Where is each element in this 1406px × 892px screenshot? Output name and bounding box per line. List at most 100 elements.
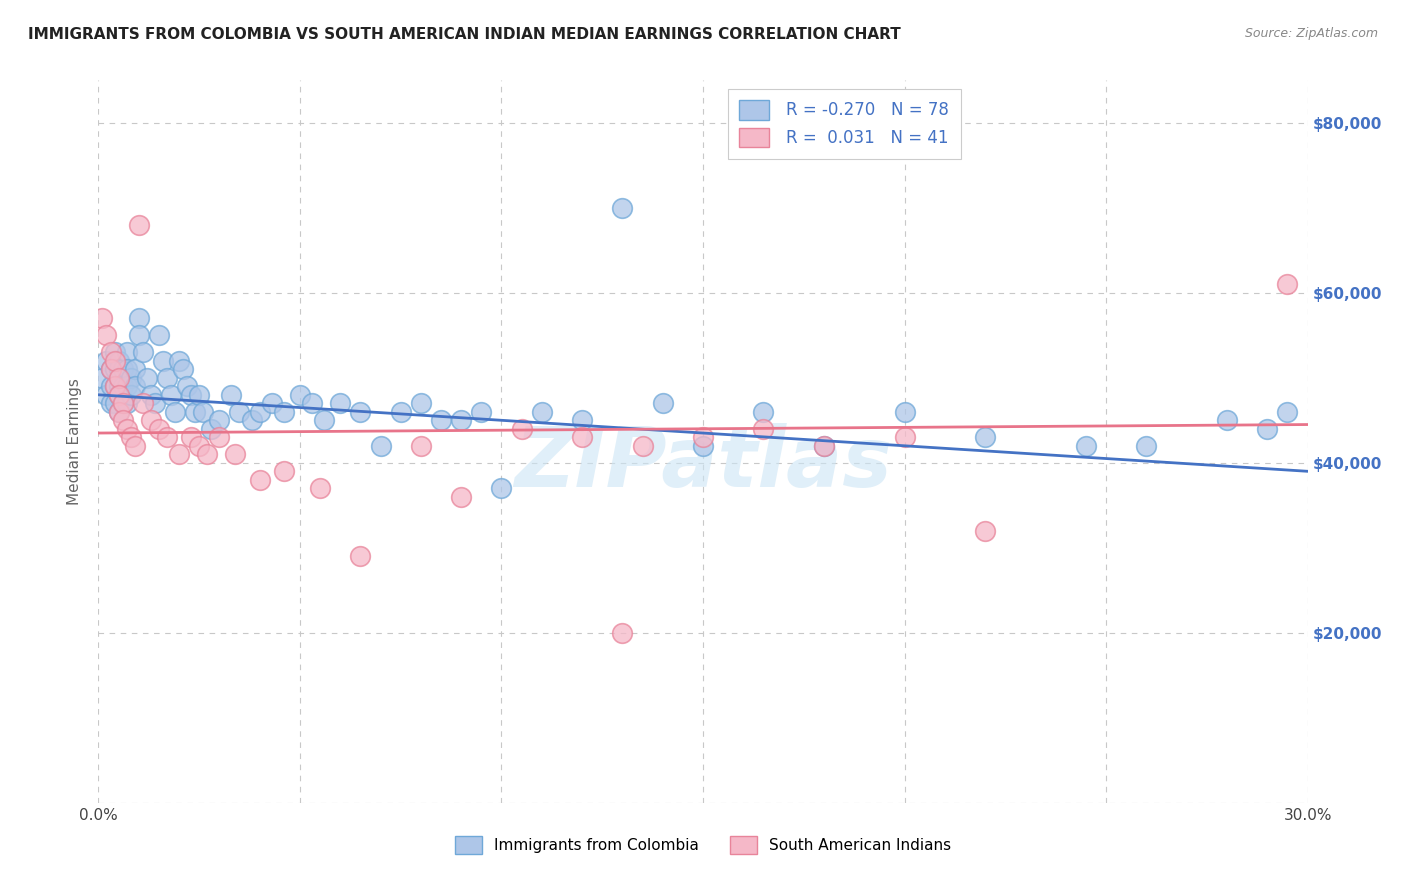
Point	[111, 379, 134, 393]
Point	[813, 439, 835, 453]
Point	[571, 430, 593, 444]
Point	[195, 447, 218, 461]
Text: ZIPatlas: ZIPatlas	[515, 423, 891, 504]
Point	[132, 396, 155, 410]
Point	[96, 328, 118, 343]
Point	[221, 388, 243, 402]
Point	[103, 396, 125, 410]
Text: Source: ZipAtlas.com: Source: ZipAtlas.com	[1244, 27, 1378, 40]
Point	[148, 328, 170, 343]
Point	[107, 388, 129, 402]
Point	[132, 345, 155, 359]
Point	[309, 481, 332, 495]
Point	[193, 405, 215, 419]
Point	[139, 413, 162, 427]
Point	[188, 388, 211, 402]
Point	[107, 388, 129, 402]
Point	[651, 396, 673, 410]
Point	[120, 388, 142, 402]
Point	[409, 439, 432, 453]
Point	[107, 405, 129, 419]
Point	[103, 353, 125, 368]
Point	[301, 396, 323, 410]
Point	[103, 379, 125, 393]
Point	[240, 413, 263, 427]
Point	[188, 439, 211, 453]
Point	[163, 405, 186, 419]
Point	[128, 328, 150, 343]
Point	[111, 362, 134, 376]
Point	[692, 430, 714, 444]
Legend: Immigrants from Colombia, South American Indians: Immigrants from Colombia, South American…	[449, 830, 957, 860]
Point	[974, 524, 997, 538]
Point	[752, 422, 775, 436]
Point	[100, 362, 122, 376]
Point	[1074, 439, 1097, 453]
Point	[692, 439, 714, 453]
Point	[91, 371, 114, 385]
Point	[530, 405, 553, 419]
Point	[228, 405, 250, 419]
Point	[208, 413, 231, 427]
Point	[329, 396, 352, 410]
Point	[974, 430, 997, 444]
Point	[249, 473, 271, 487]
Point	[180, 430, 202, 444]
Point	[100, 345, 122, 359]
Point	[260, 396, 283, 410]
Point	[124, 362, 146, 376]
Point	[450, 490, 472, 504]
Point	[208, 430, 231, 444]
Point	[128, 218, 150, 232]
Point	[470, 405, 492, 419]
Point	[1216, 413, 1239, 427]
Point	[107, 371, 129, 385]
Point	[184, 405, 207, 419]
Point	[314, 413, 336, 427]
Point	[349, 405, 371, 419]
Point	[752, 405, 775, 419]
Point	[103, 345, 125, 359]
Point	[107, 405, 129, 419]
Point	[288, 388, 311, 402]
Point	[813, 439, 835, 453]
Point	[172, 362, 194, 376]
Point	[96, 353, 118, 368]
Point	[156, 371, 179, 385]
Point	[115, 422, 138, 436]
Point	[450, 413, 472, 427]
Point	[491, 481, 513, 495]
Point	[100, 396, 122, 410]
Point	[1277, 405, 1299, 419]
Point	[389, 405, 412, 419]
Point	[612, 625, 634, 640]
Point	[1135, 439, 1157, 453]
Point	[249, 405, 271, 419]
Point	[124, 379, 146, 393]
Point	[91, 311, 114, 326]
Point	[510, 422, 533, 436]
Point	[156, 430, 179, 444]
Point	[100, 379, 122, 393]
Point	[176, 379, 198, 393]
Point	[571, 413, 593, 427]
Point	[103, 379, 125, 393]
Point	[224, 447, 246, 461]
Point	[111, 396, 134, 410]
Point	[115, 379, 138, 393]
Point	[111, 413, 134, 427]
Point	[148, 422, 170, 436]
Point	[107, 353, 129, 368]
Point	[115, 362, 138, 376]
Text: IMMIGRANTS FROM COLOMBIA VS SOUTH AMERICAN INDIAN MEDIAN EARNINGS CORRELATION CH: IMMIGRANTS FROM COLOMBIA VS SOUTH AMERIC…	[28, 27, 901, 42]
Point	[103, 362, 125, 376]
Point	[1277, 277, 1299, 292]
Y-axis label: Median Earnings: Median Earnings	[67, 378, 83, 505]
Point	[107, 379, 129, 393]
Point	[167, 447, 190, 461]
Point	[135, 371, 157, 385]
Point	[120, 371, 142, 385]
Point	[430, 413, 453, 427]
Point	[273, 405, 295, 419]
Point	[96, 388, 118, 402]
